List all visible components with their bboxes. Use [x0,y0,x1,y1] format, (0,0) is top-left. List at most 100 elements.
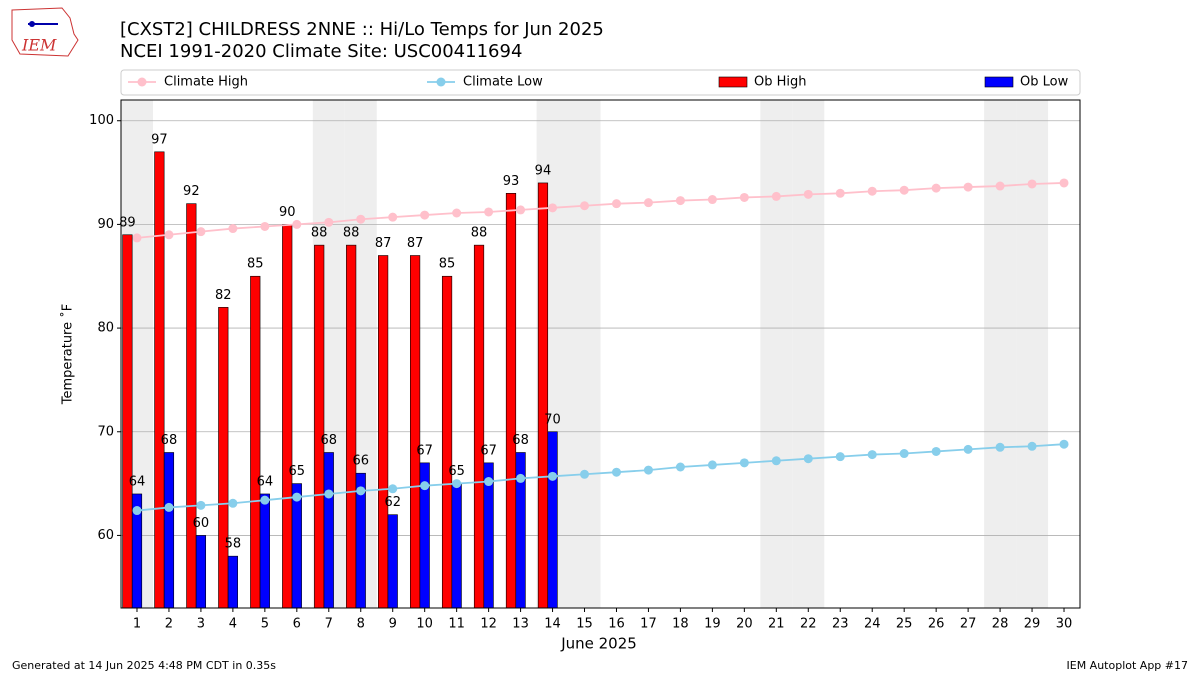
point [643,198,653,208]
x-tick-label: 11 [448,617,465,632]
point [196,500,206,510]
point [452,208,462,218]
point [196,227,206,237]
point [132,506,142,516]
weekend-shade [568,100,601,608]
data-label: 65 [289,464,306,479]
data-label: 65 [448,464,465,479]
y-tick-label: 90 [97,217,114,232]
x-tick-label: 5 [261,617,269,632]
bar [547,431,558,609]
weekend-shade [984,100,1017,608]
bar [346,244,357,609]
bar [227,555,238,609]
x-tick-label: 3 [197,617,205,632]
point [675,462,685,472]
y-tick-label: 80 [97,321,114,336]
bar [195,535,207,609]
x-tick-label: 14 [544,617,561,632]
y-tick-label: 60 [97,528,114,543]
data-label: 97 [151,132,168,147]
data-label: 62 [384,495,401,510]
legend-swatch [718,76,748,88]
point [995,442,1005,452]
x-tick-label: 17 [640,617,657,632]
x-tick-label: 1 [133,617,141,632]
point [835,188,845,198]
plot-frame [120,99,1081,609]
legend-swatch [984,76,1014,88]
point [292,492,302,502]
legend-box [120,69,1081,96]
point [931,446,941,456]
point [995,181,1005,191]
x-tick-label: 30 [1056,617,1073,632]
point [1027,179,1037,189]
point [580,469,590,479]
legend-label: Climate Low [463,75,543,90]
point [420,481,430,491]
point [867,450,877,460]
bar [282,224,293,609]
point [484,477,494,487]
point [611,199,621,209]
weekend-shade [1016,100,1049,608]
point [548,471,558,481]
weekend-shade [792,100,825,608]
x-tick-label: 8 [357,617,365,632]
point [164,502,174,512]
point [739,458,749,468]
point [899,449,909,459]
point [1027,441,1037,451]
bar [314,244,325,609]
bar [163,452,175,609]
x-tick-label: 4 [229,617,237,632]
point [771,456,781,466]
y-axis-label: Temperature ˚F [60,304,76,405]
point [611,467,621,477]
data-label: 94 [535,163,552,178]
line [136,443,1065,512]
bar [291,483,302,609]
data-label: 64 [129,474,146,489]
data-label: 92 [183,184,200,199]
x-tick-label: 15 [576,617,593,632]
point [803,189,813,199]
bar [154,151,165,609]
data-label: 68 [512,433,529,448]
point [356,486,366,496]
point [452,479,462,489]
point [931,183,941,193]
weekend-shade [760,100,793,608]
data-label: 67 [480,443,497,458]
data-label: 89 [119,215,136,230]
bar [387,514,398,609]
data-label: 87 [375,236,392,251]
data-label: 60 [193,516,210,531]
point [388,484,398,494]
logo: IEM [11,7,79,57]
chart-title: [CXST2] CHILDRESS 2NNE :: Hi/Lo Temps fo… [120,19,604,40]
legend-label: Ob Low [1020,75,1069,90]
data-label: 88 [343,226,360,241]
point [643,465,653,475]
x-tick-label: 21 [768,617,785,632]
x-tick-label: 28 [992,617,1009,632]
logo-text: IEM [21,36,57,55]
x-tick-label: 19 [704,617,721,632]
point [356,214,366,224]
x-tick-label: 7 [325,617,333,632]
data-label: 87 [407,236,424,251]
bar [250,275,261,609]
point [707,195,717,205]
x-tick-label: 10 [416,617,433,632]
data-label: 88 [471,226,488,241]
footer-right: IEM Autoplot App #17 [1067,659,1189,672]
x-tick-label: 18 [672,617,689,632]
x-tick-label: 9 [389,617,397,632]
point [324,217,334,227]
point [707,460,717,470]
x-tick-label: 25 [896,617,913,632]
data-label: 67 [416,443,433,458]
